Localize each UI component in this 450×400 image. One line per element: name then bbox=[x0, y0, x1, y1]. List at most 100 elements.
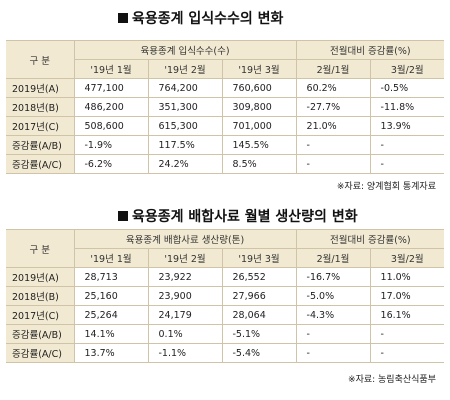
table-cell: - bbox=[370, 154, 445, 174]
table-row: 증감률(A/B) 14.1% 0.1% -5.1% - - bbox=[6, 324, 445, 344]
table-cell: 24,179 bbox=[148, 305, 223, 325]
table-row: 2018년(B) 25,160 23,900 27,966 -5.0% 17.0… bbox=[6, 286, 445, 306]
table2-header-row-2: '19년 1월 '19년 2월 '19년 3월 2월/1월 3월/2월 bbox=[6, 248, 445, 268]
table1-section: 육용종계 입식수수의 변화 구 분 육용종계 입식수수(수) 전월대비 증감률(… bbox=[6, 8, 445, 192]
table-row: 2017년(C) 25,264 24,179 28,064 -4.3% 16.1… bbox=[6, 305, 445, 325]
table2-col-header: 2월/1월 bbox=[296, 248, 371, 268]
table-cell: -5.1% bbox=[222, 324, 297, 344]
table-cell: 477,100 bbox=[74, 78, 149, 98]
table-cell: 24.2% bbox=[148, 154, 223, 174]
table-cell: 14.1% bbox=[74, 324, 149, 344]
table-cell: - bbox=[296, 343, 371, 363]
table-cell: - bbox=[296, 154, 371, 174]
table-row: 증감률(A/B) -1.9% 117.5% 145.5% - - bbox=[6, 135, 445, 155]
table-cell: 13.9% bbox=[370, 116, 445, 136]
row-label: 2018년(B) bbox=[6, 97, 75, 117]
table-cell: - bbox=[296, 135, 371, 155]
table-cell: 17.0% bbox=[370, 286, 445, 306]
square-bullet-icon bbox=[118, 211, 128, 221]
table2-col-header: 3월/2월 bbox=[370, 248, 445, 268]
table1-col-header: '19년 1월 bbox=[74, 59, 149, 79]
row-label: 증감률(A/B) bbox=[6, 324, 75, 344]
table2-header-row-1: 구 분 육용종계 배합사료 생산량(톤) 전월대비 증감률(%) bbox=[6, 229, 445, 268]
table-row: 2019년(A) 477,100 764,200 760,600 60.2% -… bbox=[6, 78, 445, 98]
table-cell: -5.4% bbox=[222, 343, 297, 363]
table2-title-text: 육용종계 배합사료 월별 생산량의 변화 bbox=[132, 209, 358, 225]
table-cell: 16.1% bbox=[370, 305, 445, 325]
table-cell: - bbox=[370, 343, 445, 363]
row-label: 2019년(A) bbox=[6, 78, 75, 98]
square-bullet-icon bbox=[118, 13, 128, 23]
table-cell: 615,300 bbox=[148, 116, 223, 136]
table1-row-header: 구 분 bbox=[6, 40, 75, 79]
table-cell: 117.5% bbox=[148, 135, 223, 155]
table-cell: -6.2% bbox=[74, 154, 149, 174]
table-cell: 701,000 bbox=[222, 116, 297, 136]
table2-col-header: '19년 3월 bbox=[222, 248, 297, 268]
table-cell: 25,160 bbox=[74, 286, 149, 306]
table-row: 2018년(B) 486,200 351,300 309,800 -27.7% … bbox=[6, 97, 445, 117]
row-label: 증감률(A/C) bbox=[6, 154, 75, 174]
table-cell: - bbox=[370, 324, 445, 344]
table-cell: 23,900 bbox=[148, 286, 223, 306]
table1-group-header-right: 전월대비 증감률(%) bbox=[296, 40, 445, 60]
table2-title: 육용종계 배합사료 월별 생산량의 변화 bbox=[118, 206, 358, 226]
table-cell: 760,600 bbox=[222, 78, 297, 98]
table1-header-row-2: '19년 1월 '19년 2월 '19년 3월 2월/1월 3월/2월 bbox=[6, 59, 445, 79]
table2-source-note: ※자료: 농림축산식품부 bbox=[348, 375, 436, 385]
row-label: 2017년(C) bbox=[6, 305, 75, 325]
table2-row-header: 구 분 bbox=[6, 229, 75, 268]
table-cell: - bbox=[296, 324, 371, 344]
table-cell: 309,800 bbox=[222, 97, 297, 117]
table2-section: 육용종계 배합사료 월별 생산량의 변화 구 분 육용종계 배합사료 생산량(톤… bbox=[0, 200, 450, 400]
table1-title: 육용종계 입식수수의 변화 bbox=[118, 8, 283, 28]
table-cell: 11.0% bbox=[370, 267, 445, 287]
row-label: 2018년(B) bbox=[6, 286, 75, 306]
table-row: 증감률(A/C) 13.7% -1.1% -5.4% - - bbox=[6, 343, 445, 363]
table2-col-header: '19년 2월 bbox=[148, 248, 223, 268]
table-cell: 26,552 bbox=[222, 267, 297, 287]
table-cell: 60.2% bbox=[296, 78, 371, 98]
table-cell: 351,300 bbox=[148, 97, 223, 117]
table-cell: 0.1% bbox=[148, 324, 223, 344]
table1-col-header: '19년 2월 bbox=[148, 59, 223, 79]
table-cell: 764,200 bbox=[148, 78, 223, 98]
table-cell: -16.7% bbox=[296, 267, 371, 287]
table-cell: 25,264 bbox=[74, 305, 149, 325]
table-cell: 8.5% bbox=[222, 154, 297, 174]
table-cell: -27.7% bbox=[296, 97, 371, 117]
table-cell: 21.0% bbox=[296, 116, 371, 136]
table-cell: - bbox=[370, 135, 445, 155]
row-label: 2019년(A) bbox=[6, 267, 75, 287]
table-cell: 508,600 bbox=[74, 116, 149, 136]
table-cell: -5.0% bbox=[296, 286, 371, 306]
row-label: 2017년(C) bbox=[6, 116, 75, 136]
table-row: 2017년(C) 508,600 615,300 701,000 21.0% 1… bbox=[6, 116, 445, 136]
table-cell: 28,713 bbox=[74, 267, 149, 287]
table-cell: -0.5% bbox=[370, 78, 445, 98]
table2-group-header-left: 육용종계 배합사료 생산량(톤) bbox=[74, 229, 297, 249]
table2-col-header: '19년 1월 bbox=[74, 248, 149, 268]
table1-header-row-1: 구 분 육용종계 입식수수(수) 전월대비 증감률(%) bbox=[6, 40, 445, 79]
table1-col-header: 2월/1월 bbox=[296, 59, 371, 79]
table1: 구 분 육용종계 입식수수(수) 전월대비 증감률(%) '19년 1월 '19… bbox=[6, 40, 445, 174]
table1-source-note: ※자료: 양계협회 통계자료 bbox=[336, 182, 436, 192]
table-cell: 13.7% bbox=[74, 343, 149, 363]
table-cell: 27,966 bbox=[222, 286, 297, 306]
table-row: 증감률(A/C) -6.2% 24.2% 8.5% - - bbox=[6, 154, 445, 174]
table-cell: 486,200 bbox=[74, 97, 149, 117]
table1-title-text: 육용종계 입식수수의 변화 bbox=[132, 11, 284, 27]
table-cell: -4.3% bbox=[296, 305, 371, 325]
table-cell: 23,922 bbox=[148, 267, 223, 287]
table-row: 2019년(A) 28,713 23,922 26,552 -16.7% 11.… bbox=[6, 267, 445, 287]
table-cell: 28,064 bbox=[222, 305, 297, 325]
table-cell: 145.5% bbox=[222, 135, 297, 155]
table1-col-header: 3월/2월 bbox=[370, 59, 445, 79]
table-cell: -11.8% bbox=[370, 97, 445, 117]
table-cell: -1.9% bbox=[74, 135, 149, 155]
row-label: 증감률(A/B) bbox=[6, 135, 75, 155]
table-cell: -1.1% bbox=[148, 343, 223, 363]
row-label: 증감률(A/C) bbox=[6, 343, 75, 363]
table2: 구 분 육용종계 배합사료 생산량(톤) 전월대비 증감률(%) '19년 1월… bbox=[6, 229, 445, 363]
table2-group-header-right: 전월대비 증감률(%) bbox=[296, 229, 445, 249]
